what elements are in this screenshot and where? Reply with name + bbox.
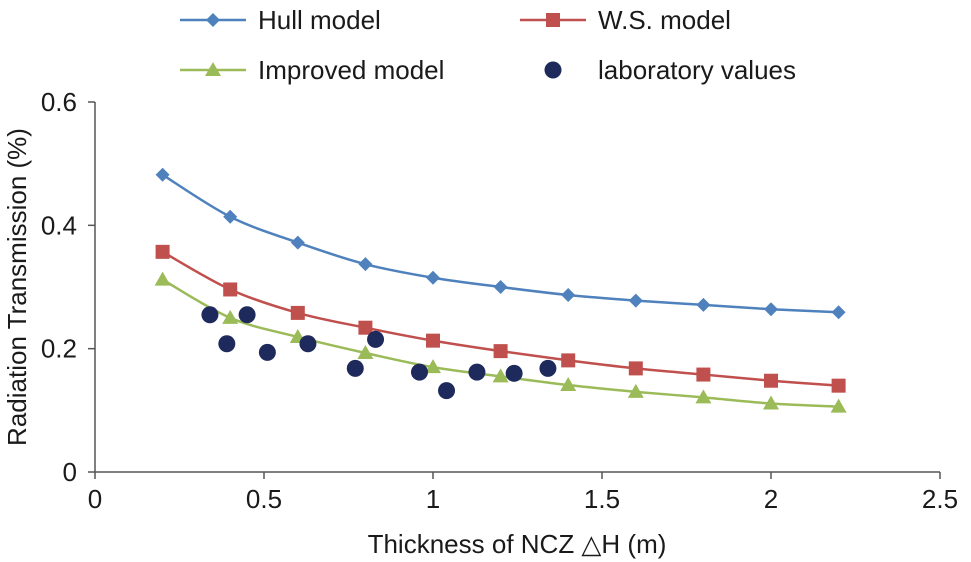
data-point-laboratory-values [468, 363, 486, 381]
series-hull-model [155, 167, 846, 320]
data-point-laboratory-values [201, 306, 219, 324]
legend-item-improved-model: Improved model [180, 55, 444, 85]
data-point-laboratory-values [505, 364, 523, 382]
x-axis-title: Thickness of NCZ △H (m) [368, 529, 667, 559]
legend-item-w-s-model: W.S. model [520, 5, 731, 35]
legend-label-hull-model: Hull model [258, 5, 381, 35]
data-point-laboratory-values [299, 335, 317, 353]
data-point-improved-model [627, 383, 644, 398]
data-point-hull-model [831, 305, 846, 320]
data-point-laboratory-values [258, 343, 276, 361]
x-axis-ticks: 0 0.5 1 1.5 2 2.5 [88, 472, 958, 514]
data-point-w-s-model [493, 344, 508, 359]
y-tick-label: 0 [63, 457, 77, 487]
data-point-hull-model [155, 167, 170, 182]
legend-label-w-s-model: W.S. model [598, 5, 731, 35]
data-point-improved-model [830, 398, 847, 413]
data-point-w-s-model [561, 353, 576, 368]
data-point-improved-model [695, 389, 712, 404]
data-point-hull-model [764, 302, 778, 317]
data-point-improved-model [492, 368, 509, 383]
x-tick-label: 1.5 [584, 484, 620, 514]
data-point-hull-model [290, 235, 305, 250]
data-point-laboratory-values [539, 359, 557, 377]
legend-item-hull-model: Hull model [180, 5, 381, 35]
series-w-s-model [155, 244, 846, 393]
axes [94, 102, 940, 473]
legend-marker-hull-model [206, 13, 220, 27]
data-point-hull-model [696, 297, 711, 312]
legend-label-improved-model: Improved model [258, 55, 444, 85]
data-point-hull-model [426, 270, 440, 285]
series-improved-model [154, 271, 847, 413]
data-point-hull-model [358, 257, 373, 272]
data-point-improved-model [357, 344, 374, 359]
x-tick-label: 2.5 [922, 484, 958, 514]
legend-marker-improved-model [205, 62, 221, 76]
x-tick-label: 0 [88, 484, 102, 514]
legend-marker-w-s-model [546, 13, 560, 27]
legend: Hull model W.S. model Improved model labora… [180, 5, 796, 85]
series-line-improved-model [161, 278, 839, 408]
data-point-hull-model [223, 209, 238, 224]
y-axis-ticks: 0 0.2 0.4 0.6 [41, 87, 95, 487]
data-point-w-s-model [223, 282, 238, 297]
y-tick-label: 0.6 [41, 87, 77, 117]
legend-marker-laboratory-values [544, 61, 562, 79]
data-point-laboratory-values [346, 359, 364, 377]
data-point-improved-model [222, 309, 239, 324]
data-point-improved-model [763, 395, 779, 410]
data-point-w-s-model [290, 305, 305, 320]
legend-item-laboratory-values: laboratory values [544, 55, 796, 85]
data-point-improved-model [560, 377, 577, 392]
y-tick-label: 0.4 [41, 210, 77, 240]
x-tick-label: 0.5 [246, 484, 282, 514]
data-point-w-s-model [764, 373, 778, 388]
x-tick-label: 2 [764, 484, 778, 514]
data-point-w-s-model [628, 361, 643, 376]
data-point-w-s-model [831, 378, 846, 393]
data-point-hull-model [493, 280, 508, 294]
data-point-w-s-model [426, 333, 440, 348]
data-point-hull-model [561, 288, 576, 303]
y-axis-title: Radiation Transmission (%) [2, 128, 32, 446]
data-point-hull-model [628, 293, 643, 308]
data-point-laboratory-values [238, 306, 256, 324]
data-point-w-s-model [155, 244, 170, 259]
data-point-laboratory-values [218, 335, 236, 353]
data-point-laboratory-values [410, 363, 428, 381]
y-tick-label: 0.2 [41, 334, 77, 364]
x-tick-label: 1 [426, 484, 440, 514]
series-layer [154, 167, 847, 413]
data-point-improved-model [425, 359, 441, 374]
data-point-w-s-model [358, 320, 373, 335]
data-point-laboratory-values [438, 382, 456, 400]
series-line-w-s-model [161, 250, 839, 387]
series-laboratory-values [201, 306, 557, 400]
data-point-laboratory-values [367, 330, 385, 348]
data-point-w-s-model [696, 367, 711, 382]
data-point-improved-model [154, 271, 171, 286]
legend-label-laboratory-values: laboratory values [598, 55, 796, 85]
